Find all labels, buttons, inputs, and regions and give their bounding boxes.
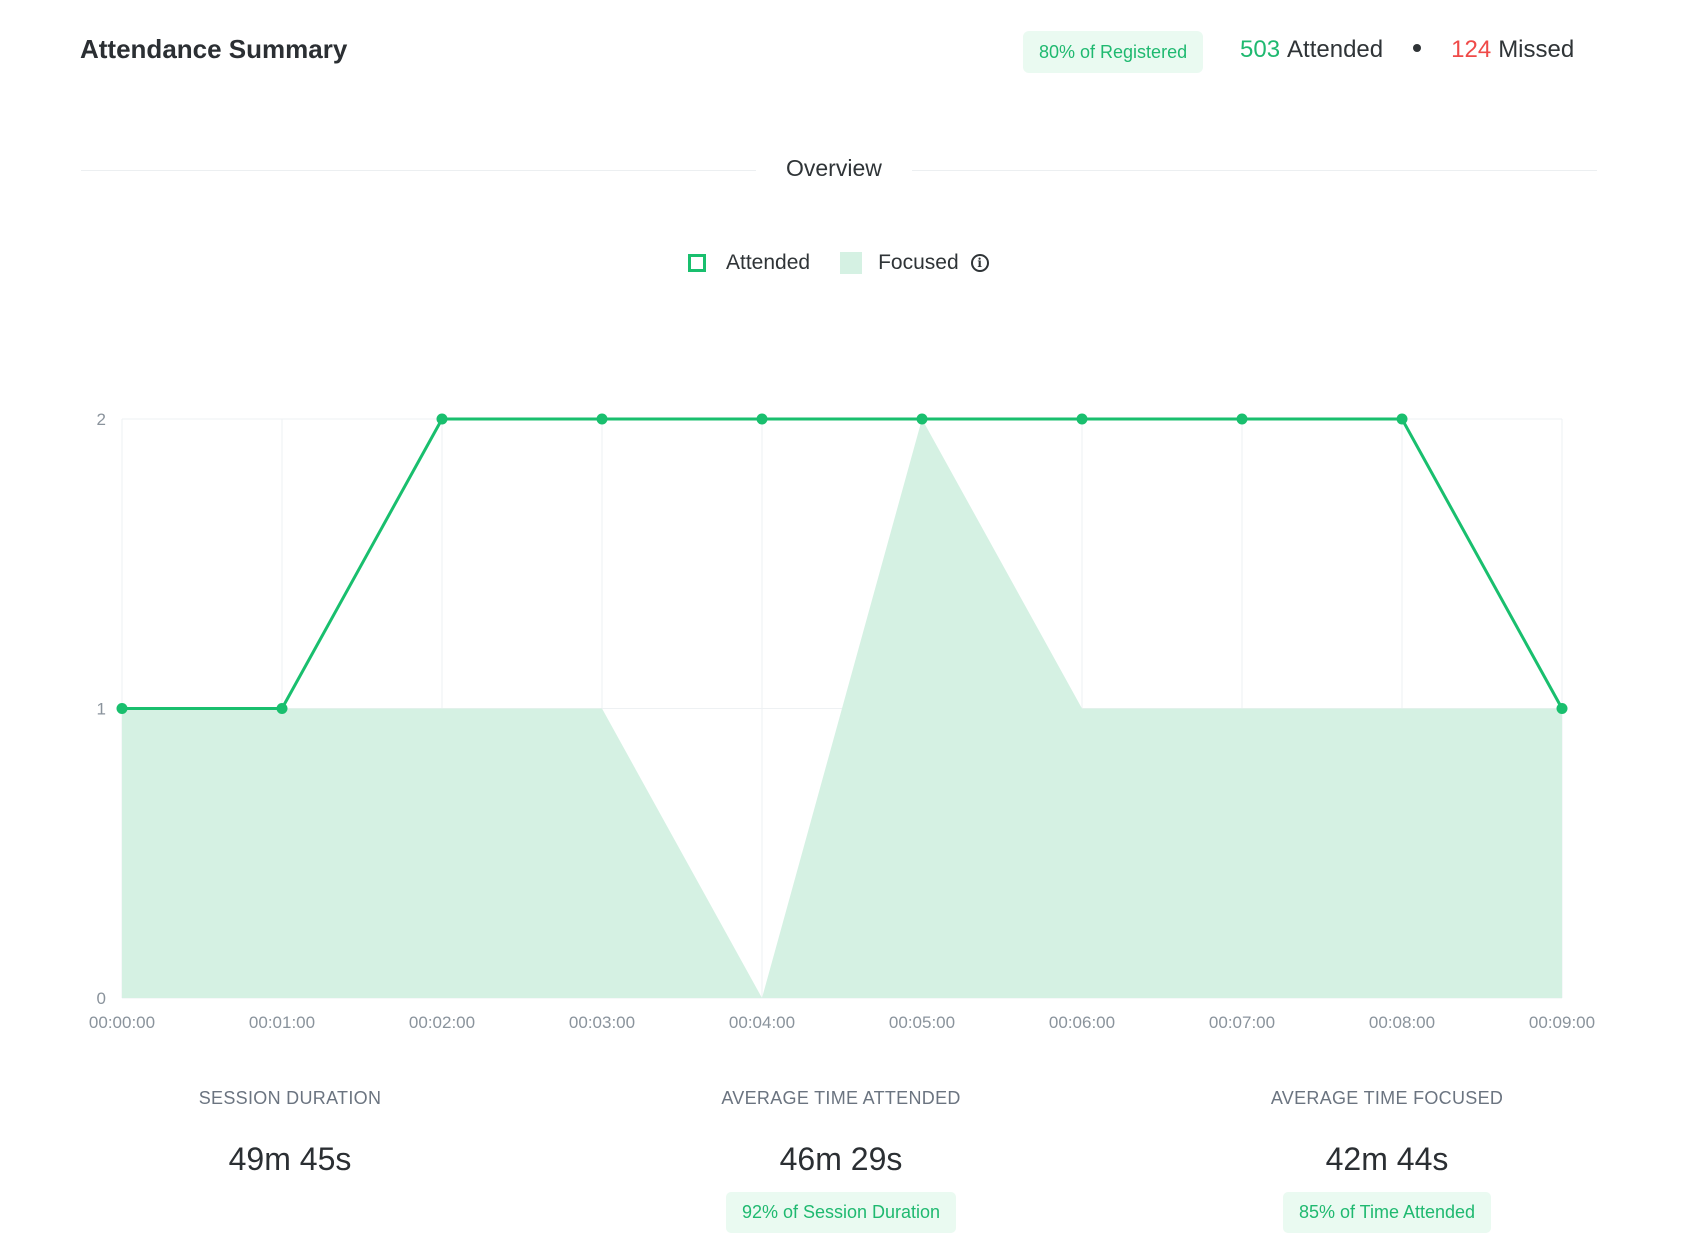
metric-badge: 92% of Session Duration <box>725 1192 957 1233</box>
metric-label: SESSION DURATION <box>198 1088 382 1108</box>
x-tick-label: 00:04:00 <box>729 1013 795 1032</box>
attendance-stats: 503 Attended 124 Missed <box>1240 36 1574 64</box>
y-tick-label: 1 <box>97 700 106 719</box>
attended-point <box>1556 703 1568 714</box>
attended-point <box>1236 413 1248 425</box>
focused-legend-swatch <box>840 252 863 274</box>
attended-point <box>116 703 128 714</box>
x-tick-label: 00:08:00 <box>1369 1013 1435 1032</box>
attended-label: Attended <box>1287 36 1384 63</box>
x-tick-label: 00:07:00 <box>1209 1013 1275 1032</box>
chart-area-layer <box>122 419 1562 998</box>
y-tick-label: 0 <box>97 989 106 1008</box>
chart-line-layer <box>122 417 1564 710</box>
attendance-summary-title: Attendance Summary <box>80 34 348 64</box>
missed-count: 124 <box>1451 36 1492 63</box>
metric-session-duration: SESSION DURATION 49m 45s <box>80 1088 500 1178</box>
registered-percentage-badge: 80% of Registered <box>1023 31 1204 73</box>
attended-point <box>916 413 928 425</box>
overview-heading: Overview <box>756 155 912 182</box>
x-tick-label: 00:09:00 <box>1529 1013 1595 1032</box>
metric-average-time-attended: AVERAGE TIME ATTENDED 46m 29s 92% of Ses… <box>631 1088 1051 1233</box>
chart-legend: Attended Focused i <box>688 251 989 275</box>
metric-badge: 85% of Time Attended <box>1282 1192 1492 1233</box>
attended-legend-label: Attended <box>726 251 811 274</box>
attended-point <box>596 413 608 425</box>
info-icon[interactable]: i <box>970 254 989 272</box>
metric-average-time-focused: AVERAGE TIME FOCUSED 42m 44s 85% of Time… <box>1177 1088 1597 1233</box>
metric-label: AVERAGE TIME FOCUSED <box>1270 1088 1504 1108</box>
x-tick-label: 00:01:00 <box>249 1013 315 1032</box>
focused-area <box>122 419 1562 998</box>
focused-legend-label: Focused <box>878 251 959 274</box>
x-tick-label: 00:05:00 <box>889 1013 955 1032</box>
metric-label: AVERAGE TIME ATTENDED <box>721 1088 961 1108</box>
separator-dot <box>1413 44 1422 52</box>
x-tick-label: 00:06:00 <box>1049 1013 1115 1032</box>
missed-label: Missed <box>1498 36 1575 63</box>
metric-value: 49m 45s <box>228 1141 352 1177</box>
x-tick-label: 00:03:00 <box>569 1013 635 1032</box>
chart-points-layer <box>116 413 1568 714</box>
attended-point <box>276 703 288 714</box>
x-tick-label: 00:00:00 <box>89 1013 155 1032</box>
metric-value: 46m 29s <box>779 1141 903 1177</box>
attended-legend-swatch <box>688 254 706 272</box>
metric-value: 42m 44s <box>1325 1141 1449 1177</box>
x-tick-label: 00:02:00 <box>409 1013 475 1032</box>
attended-count: 503 <box>1240 36 1281 63</box>
attended-point <box>1396 413 1408 425</box>
attended-point <box>436 413 448 425</box>
y-tick-label: 2 <box>97 410 106 429</box>
attended-line <box>122 417 1564 710</box>
attended-point <box>1076 413 1088 425</box>
attended-point <box>756 413 768 425</box>
chart-labels-layer: 0 1 2 00:00:00 00:01:00 00:02:00 00:03:00 00:04… <box>89 410 1595 1032</box>
